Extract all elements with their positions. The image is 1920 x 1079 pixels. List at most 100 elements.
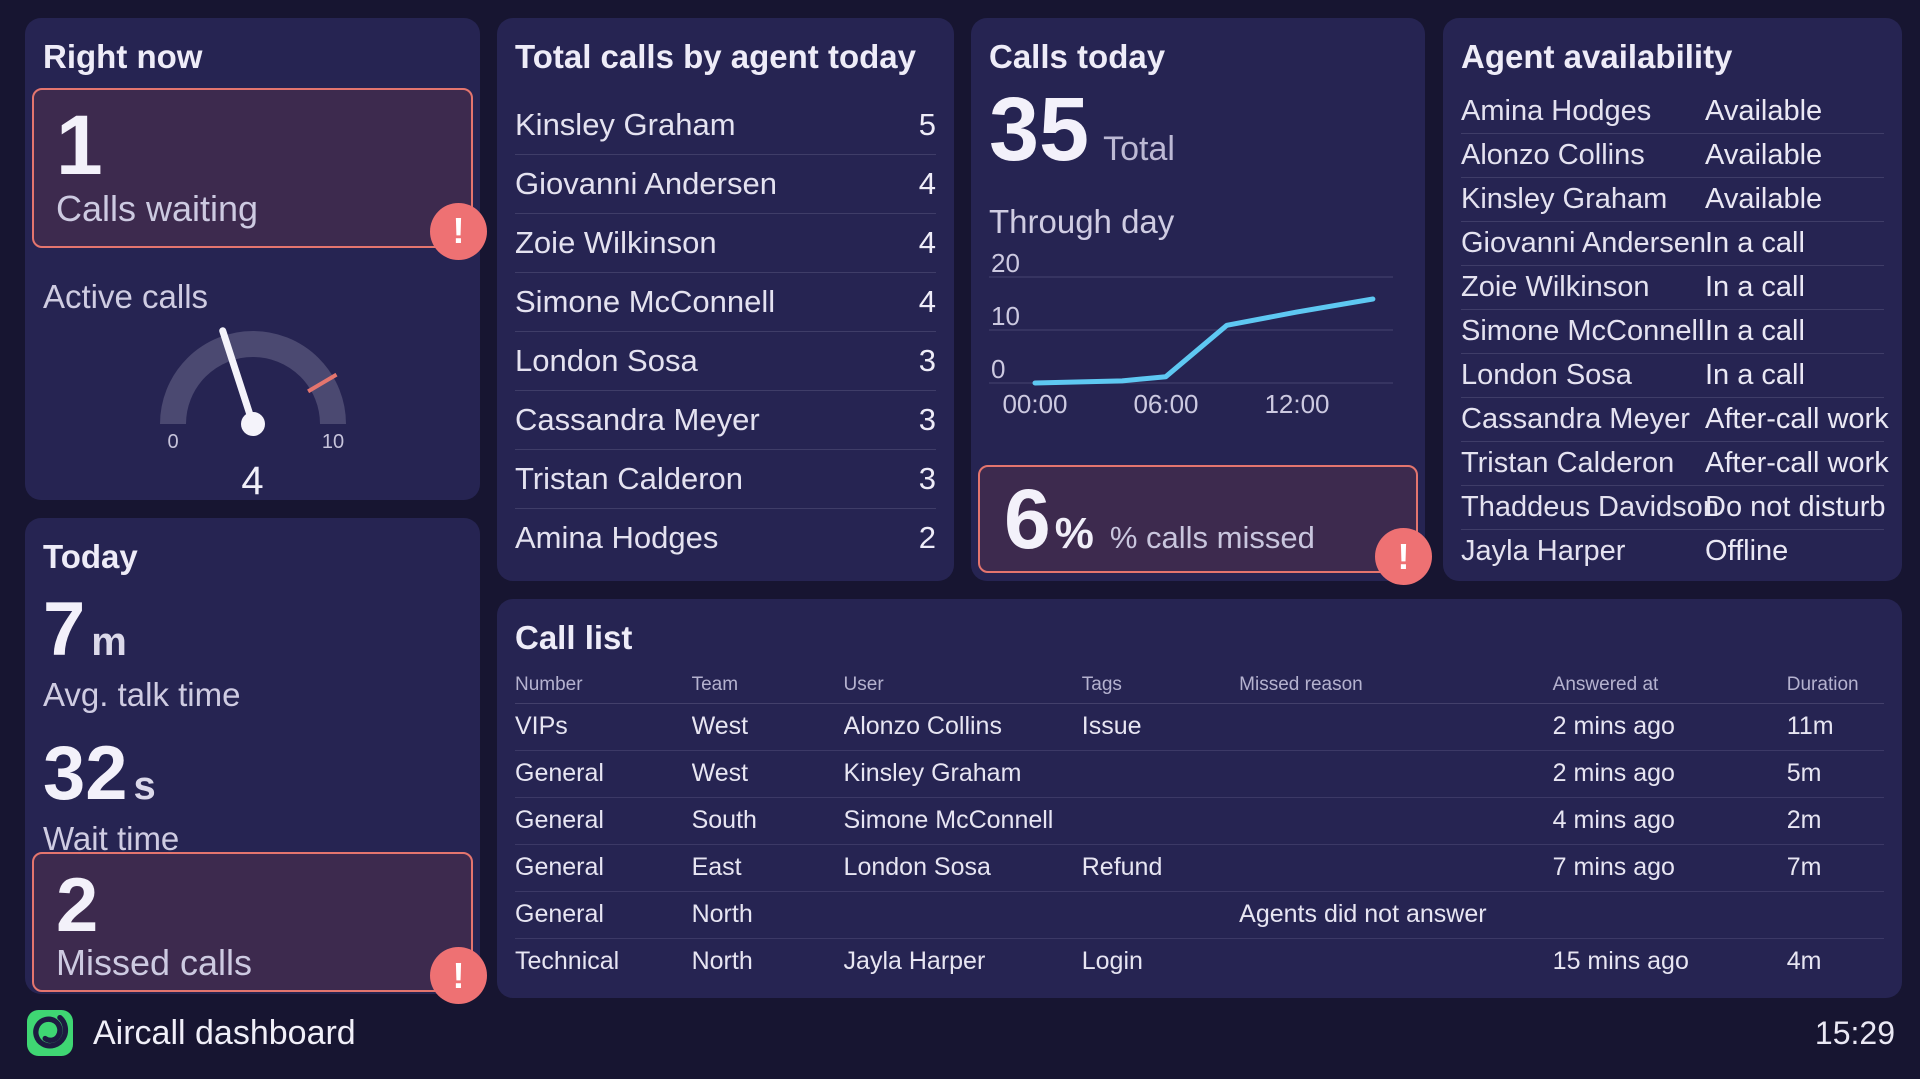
calls-waiting-value: 1 — [56, 97, 103, 192]
list-item: Zoie Wilkinson In a call — [1461, 264, 1884, 309]
gauge-min-label: 0 — [167, 431, 178, 452]
avg-talk-time-value: 7 — [43, 586, 86, 672]
gauge-needle — [218, 327, 256, 428]
cell-team: West — [691, 759, 749, 788]
cell-team: North — [691, 900, 753, 929]
column-header: Duration — [1786, 673, 1859, 695]
today-title: Today — [43, 538, 138, 575]
status-badge: Offline — [1705, 534, 1789, 567]
agent-availability-list: Amina Hodges Available Alonzo Collins Avai… — [1461, 90, 1889, 573]
cell-duration: 2m — [1786, 806, 1822, 835]
cell-tags: Refund — [1081, 853, 1163, 882]
list-item: Kinsley Graham Available — [1461, 176, 1884, 221]
calls-missed-label: % calls missed — [1109, 520, 1315, 555]
status-badge: Available — [1705, 182, 1823, 215]
agent-count: 4 — [918, 224, 936, 260]
x-axis-tick: 12:00 — [1264, 389, 1329, 419]
table-row: General West Kinsley Graham 2 mins ago 5m — [515, 749, 1884, 797]
agent-calls-card: Total calls by agent today Kinsley Graha… — [497, 18, 954, 581]
cell-number: General — [515, 900, 604, 929]
cell-team: West — [691, 712, 749, 741]
list-item: London Sosa In a call — [1461, 352, 1884, 397]
agent-count: 3 — [918, 342, 936, 378]
x-axis-tick: 00:00 — [1002, 389, 1067, 419]
right-now-card: Right now 1 Calls waiting ! Active calls… — [25, 18, 487, 503]
calls-waiting-alert-box: 1 Calls waiting ! — [32, 87, 487, 260]
status-badge: In a call — [1705, 358, 1805, 391]
gauge-threshold-marker — [306, 372, 338, 394]
list-item: Giovanni Andersen 4 — [515, 153, 936, 213]
cell-missed-reason: Agents did not answer — [1239, 900, 1487, 929]
cell-number: VIPs — [515, 712, 568, 741]
cell-user: Alonzo Collins — [843, 712, 1002, 741]
cell-duration: 5m — [1786, 759, 1822, 788]
status-badge: Do not disturb — [1705, 490, 1886, 523]
column-header: Team — [691, 673, 739, 695]
cell-answered-at: 4 mins ago — [1552, 806, 1675, 835]
list-item: Simone McConnell 4 — [515, 271, 936, 331]
wait-time-label: Wait time — [43, 820, 180, 858]
missed-calls-label: Missed calls — [56, 942, 253, 984]
column-header: Tags — [1081, 673, 1122, 695]
agent-name: Tristan Calderon — [1461, 446, 1675, 479]
cell-user: Jayla Harper — [843, 947, 986, 976]
table-row: General East London Sosa Refund 7 mins ago 7m — [515, 843, 1884, 891]
cell-answered-at: 2 mins ago — [1552, 712, 1675, 741]
column-header: Answered at — [1552, 673, 1659, 695]
call-list-title: Call list — [515, 619, 633, 656]
column-header: Number — [515, 673, 583, 695]
cell-number: General — [515, 759, 604, 788]
agent-calls-title: Total calls by agent today — [515, 38, 916, 75]
agent-name: Giovanni Andersen — [1461, 226, 1707, 259]
table-row: VIPs West Alonzo Collins Issue 2 mins ago 11m — [515, 704, 1884, 750]
gauge-chart: 0 10 — [159, 327, 346, 453]
agent-name: Amina Hodges — [1461, 94, 1652, 127]
wait-time-value: 32 — [43, 731, 128, 817]
status-badge: Available — [1705, 138, 1823, 171]
gauge-pivot — [240, 411, 265, 436]
agent-name: Alonzo Collins — [1461, 138, 1645, 171]
status-badge: After-call work — [1705, 446, 1889, 479]
wait-time-metric: 32 s Wait time — [43, 731, 462, 858]
alert-icon: ! — [430, 202, 487, 260]
cell-duration: 11m — [1786, 712, 1834, 741]
dashboard-brand-label: Aircall dashboard — [93, 1013, 356, 1052]
aircall-logo-icon — [27, 1010, 73, 1056]
status-badge: In a call — [1705, 270, 1805, 303]
avg-talk-time-label: Avg. talk time — [43, 676, 241, 714]
agent-count: 5 — [918, 106, 936, 142]
avg-talk-time-unit: m — [91, 619, 127, 664]
call-list-card: Call list Number Team User Tags Missed r… — [497, 599, 1902, 998]
status-badge: After-call work — [1705, 402, 1889, 435]
list-item: Cassandra Meyer After-call work — [1461, 396, 1889, 441]
calls-missed-value: 6 — [1004, 472, 1051, 566]
status-badge: In a call — [1705, 314, 1805, 347]
agent-name: Cassandra Meyer — [1461, 402, 1690, 435]
table-header-row: Number Team User Tags Missed reason Answ… — [515, 667, 1884, 704]
wait-time-unit: s — [133, 764, 156, 809]
agent-name: Tristan Calderon — [515, 460, 744, 496]
missed-calls-alert-box: 2 Missed calls ! — [32, 852, 487, 1004]
cell-user: Kinsley Graham — [843, 759, 1022, 788]
agent-name: Kinsley Graham — [1461, 182, 1668, 215]
cell-number: Technical — [515, 947, 620, 976]
y-axis-tick: 0 — [991, 354, 1005, 384]
calls-today-title: Calls today — [989, 38, 1166, 75]
avg-talk-time-metric: 7 m Avg. talk time — [43, 586, 462, 714]
list-item: Giovanni Andersen In a call — [1461, 220, 1884, 265]
agent-availability-card: Agent availability Amina Hodges Available… — [1443, 18, 1902, 581]
agent-name: Cassandra Meyer — [515, 401, 760, 437]
active-calls-gauge: 0 10 4 — [43, 320, 462, 504]
list-item: Jayla Harper Offline — [1461, 528, 1884, 573]
agent-name: Kinsley Graham — [515, 106, 736, 142]
agent-count: 2 — [918, 519, 936, 555]
y-axis-tick: 20 — [991, 248, 1020, 278]
cell-team: East — [691, 853, 742, 882]
calls-today-card: Calls today 35 Total Through day 20 10 0… — [971, 18, 1432, 585]
today-card: Today 7 m Avg. talk time 32 s Wait time … — [25, 518, 487, 1004]
cell-duration: 4m — [1786, 947, 1822, 976]
agent-name: Giovanni Andersen — [515, 165, 777, 201]
agent-name: Simone McConnell — [1461, 314, 1705, 347]
agent-name: Simone McConnell — [515, 283, 776, 319]
cell-user: Simone McConnell — [843, 806, 1054, 835]
